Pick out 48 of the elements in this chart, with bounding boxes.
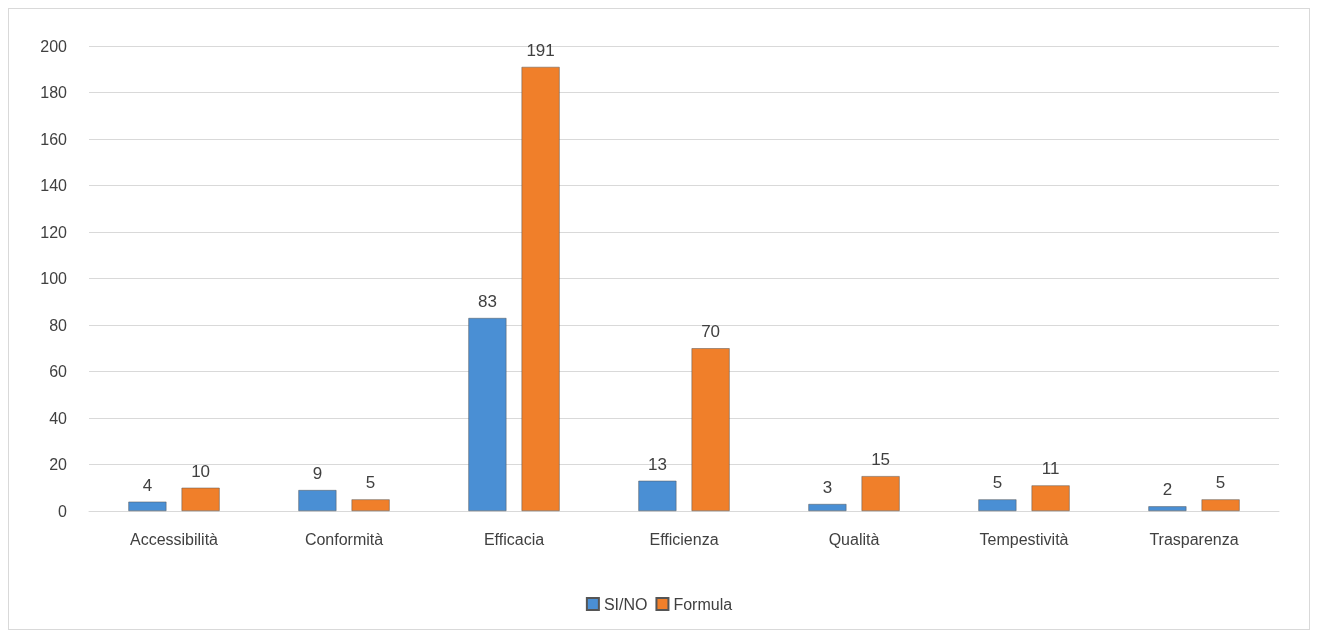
bar: [468, 318, 507, 511]
data-label: 11: [1041, 459, 1060, 479]
data-label: 5: [992, 473, 1003, 493]
bar: [861, 476, 900, 511]
y-tick-label: 60: [49, 363, 68, 380]
y-tick-label: 100: [40, 270, 68, 287]
x-tick-label: Efficacia: [483, 530, 545, 548]
data-label: 83: [477, 292, 497, 312]
data-label: 2: [1162, 480, 1173, 500]
bar: [691, 348, 730, 511]
bar: [521, 66, 560, 511]
x-tick-label: Accessibilità: [129, 530, 219, 548]
y-tick-label: 80: [49, 316, 68, 334]
bar: [1201, 499, 1240, 511]
bar: [128, 501, 167, 511]
legend-label: Formula: [673, 595, 733, 613]
bar: [638, 480, 677, 511]
data-label: 70: [701, 322, 721, 342]
bar: [351, 499, 390, 511]
x-tick-label: Efficienza: [649, 530, 719, 548]
y-tick-label: 180: [40, 84, 68, 101]
bar: [1148, 506, 1187, 511]
data-label: 9: [312, 464, 323, 484]
legend-label: SI/NO: [603, 595, 648, 613]
y-tick-label: 20: [49, 456, 68, 473]
x-tick-label: Trasparenza: [1149, 530, 1239, 548]
y-tick-label: 200: [40, 37, 68, 55]
data-label: 10: [191, 461, 211, 481]
bar: [1031, 485, 1070, 511]
bar: [978, 499, 1017, 511]
bar: [181, 487, 220, 511]
x-tick-label: Qualità: [828, 530, 880, 548]
y-tick-label: 140: [40, 177, 68, 194]
data-label: 13: [647, 454, 667, 474]
y-tick-label: 40: [49, 409, 68, 427]
x-tick-label: Conformità: [304, 530, 384, 548]
y-tick-label: 120: [40, 223, 68, 241]
y-tick-label: 0: [58, 502, 68, 520]
bar: [298, 490, 337, 511]
data-label: 5: [1215, 473, 1226, 493]
data-label: 15: [871, 450, 891, 470]
bar: [808, 504, 847, 511]
data-label: 3: [822, 478, 833, 498]
data-label: 4: [142, 475, 153, 495]
x-tick-label: Tempestività: [979, 530, 1069, 548]
data-label: 5: [365, 473, 376, 493]
data-label: 191: [526, 40, 555, 60]
y-tick-label: 160: [40, 130, 68, 148]
